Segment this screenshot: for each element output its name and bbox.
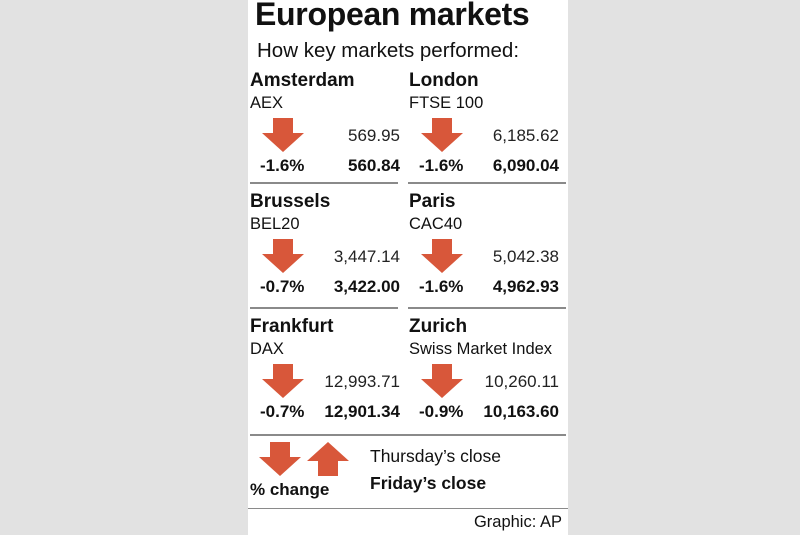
down-arrow-icon <box>262 364 304 398</box>
market-index: CAC40 <box>409 215 463 233</box>
current-close: 12,901.34 <box>324 402 400 421</box>
down-arrow-icon <box>259 442 301 476</box>
legend-percent-change: % change <box>250 480 330 499</box>
market-city: Zurich <box>409 316 468 337</box>
market-zurich: Zurich Swiss Market Index 10,260.11 -0.9… <box>409 316 568 436</box>
down-arrow-icon <box>421 118 463 152</box>
page-subtitle: How key markets performed: <box>257 39 520 62</box>
current-close: 4,962.93 <box>492 277 559 296</box>
legend-divider <box>250 434 566 436</box>
market-city: Brussels <box>250 191 331 212</box>
previous-close: 12,993.71 <box>324 372 400 391</box>
credit-divider <box>248 508 568 509</box>
down-arrow-icon <box>262 118 304 152</box>
legend-previous-close: Thursday’s close <box>370 446 501 466</box>
percent-change: -1.6% <box>419 277 464 296</box>
market-index: AEX <box>250 94 284 112</box>
down-arrow-icon <box>262 239 304 273</box>
percent-change: -1.6% <box>260 156 305 175</box>
market-city: London <box>409 70 479 91</box>
down-arrow-icon <box>421 239 463 273</box>
previous-close: 10,260.11 <box>484 372 559 391</box>
market-index: FTSE 100 <box>409 94 484 112</box>
current-close: 560.84 <box>348 156 400 175</box>
market-frankfurt: Frankfurt DAX 12,993.71 -0.7% 12,901.34 <box>250 316 410 436</box>
market-index: BEL20 <box>250 215 300 233</box>
row-divider <box>408 182 566 184</box>
market-city: Frankfurt <box>250 316 334 337</box>
legend-current-close: Friday’s close <box>370 473 487 493</box>
market-amsterdam: Amsterdam AEX 569.95 -1.6% 560.84 <box>250 70 410 190</box>
percent-change: -0.7% <box>260 402 305 421</box>
market-brussels: Brussels BEL20 3,447.14 -0.7% 3,422.00 <box>250 191 410 311</box>
previous-close: 569.95 <box>348 126 400 145</box>
current-close: 3,422.00 <box>333 277 400 296</box>
previous-close: 5,042.38 <box>492 247 559 266</box>
percent-change: -0.7% <box>260 277 305 296</box>
percent-change: -1.6% <box>419 156 464 175</box>
market-paris: Paris CAC40 5,042.38 -1.6% 4,962.93 <box>409 191 568 311</box>
current-close: 6,090.04 <box>492 156 559 175</box>
row-divider <box>250 307 398 309</box>
market-london: London FTSE 100 6,185.62 -1.6% 6,090.04 <box>409 70 568 190</box>
market-city: Amsterdam <box>250 70 355 91</box>
previous-close: 3,447.14 <box>333 247 400 266</box>
market-index: DAX <box>250 340 284 358</box>
previous-close: 6,185.62 <box>492 126 559 145</box>
markets-graphic: European markets How key markets perform… <box>248 0 568 535</box>
graphic-credit: Graphic: AP <box>473 513 562 531</box>
current-close: 10,163.60 <box>483 402 559 421</box>
row-divider <box>408 307 566 309</box>
market-index: Swiss Market Index <box>409 340 553 358</box>
page-title: European markets <box>255 0 530 32</box>
percent-change: -0.9% <box>419 402 464 421</box>
up-arrow-icon <box>307 442 349 476</box>
market-city: Paris <box>409 191 456 212</box>
down-arrow-icon <box>421 364 463 398</box>
row-divider <box>250 182 398 184</box>
